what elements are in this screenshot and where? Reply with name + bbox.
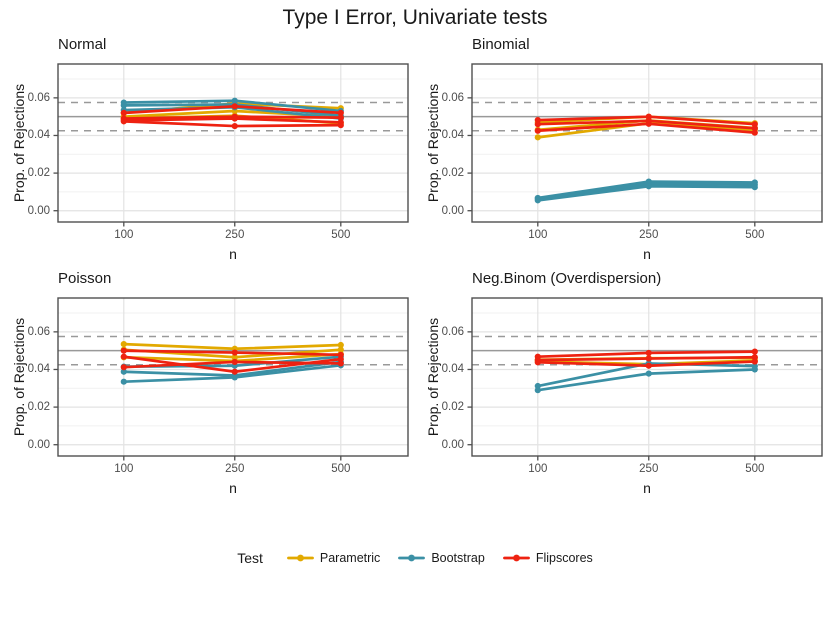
facet-title: Poisson: [58, 270, 112, 287]
y-tick-label: 0.02: [27, 401, 50, 414]
x-tick-label: 250: [225, 229, 245, 241]
x-tick-label: 250: [225, 463, 245, 475]
facet-normal: Normal Prop. of Rejections 0.00 0.02 0.04 0…: [0, 36, 415, 270]
x-tick-label: 250: [639, 463, 659, 475]
plot-area: [53, 63, 409, 227]
x-axis-label: n: [229, 480, 237, 496]
facet-title: Binomial: [472, 36, 530, 53]
x-tick-label: 500: [745, 463, 765, 475]
y-axis-label: Prop. of Rejections: [425, 83, 441, 203]
y-axis-label: Prop. of Rejections: [11, 83, 27, 203]
facet-title: Normal: [58, 36, 107, 53]
legend: Test Parametric Bootstrap Flipscores: [0, 550, 830, 566]
y-tick-label: 0.02: [441, 167, 464, 180]
plot-area: [53, 297, 409, 461]
bootstrap-line-key-icon: [398, 554, 426, 562]
y-tick-label: 0.04: [27, 363, 50, 376]
plot-area: [467, 63, 823, 227]
y-axis-label: Prop. of Rejections: [425, 317, 441, 437]
y-axis-label: Prop. of Rejections: [11, 317, 27, 437]
y-tick-label: 0.00: [27, 438, 50, 451]
y-tick-label: 0.04: [441, 129, 464, 142]
y-tick-label: 0.00: [441, 438, 464, 451]
facet-title: Neg.Binom (Overdispersion): [472, 270, 662, 287]
legend-item-bootstrap: Bootstrap: [398, 551, 485, 565]
legend-title: Test: [237, 550, 263, 566]
x-axis-label: n: [229, 246, 237, 262]
y-tick-label: 0.06: [441, 325, 464, 338]
y-tick-label: 0.02: [27, 167, 50, 180]
plot-area: [467, 297, 823, 461]
x-tick-label: 500: [745, 229, 765, 241]
x-tick-label: 100: [528, 229, 548, 241]
y-tick-label: 0.00: [27, 204, 50, 217]
y-tick-label: 0.06: [441, 91, 464, 104]
legend-label: Flipscores: [535, 551, 593, 565]
legend-label: Bootstrap: [431, 551, 485, 565]
x-axis-label: n: [643, 246, 651, 262]
x-tick-label: 250: [639, 229, 659, 241]
y-tick-label: 0.04: [27, 129, 50, 142]
y-tick-label: 0.02: [441, 401, 464, 414]
legend-label: Parametric: [319, 551, 381, 565]
flipscores-line-key-icon: [502, 554, 530, 562]
legend-item-parametric: Parametric: [286, 551, 381, 565]
y-tick-label: 0.04: [441, 363, 464, 376]
x-tick-label: 500: [331, 229, 351, 241]
facet-binomial: Binomial Prop. of Rejections 0.00 0.02 0.0…: [414, 36, 829, 270]
x-tick-label: 100: [114, 463, 134, 475]
legend-item-flipscores: Flipscores: [502, 551, 593, 565]
y-tick-label: 0.00: [441, 204, 464, 217]
facet-negbinom: Neg.Binom (Overdispersion) Prop. of Reje…: [414, 270, 829, 504]
x-tick-label: 100: [528, 463, 548, 475]
y-tick-label: 0.06: [27, 91, 50, 104]
x-axis-label: n: [643, 480, 651, 496]
parametric-line-key-icon: [286, 554, 314, 562]
facet-poisson: Poisson Prop. of Rejections 0.00 0.02 0.04…: [0, 270, 415, 504]
chart-title: Type I Error, Univariate tests: [282, 6, 548, 29]
x-tick-label: 100: [114, 229, 134, 241]
y-tick-label: 0.06: [27, 325, 50, 338]
x-tick-label: 500: [331, 463, 351, 475]
